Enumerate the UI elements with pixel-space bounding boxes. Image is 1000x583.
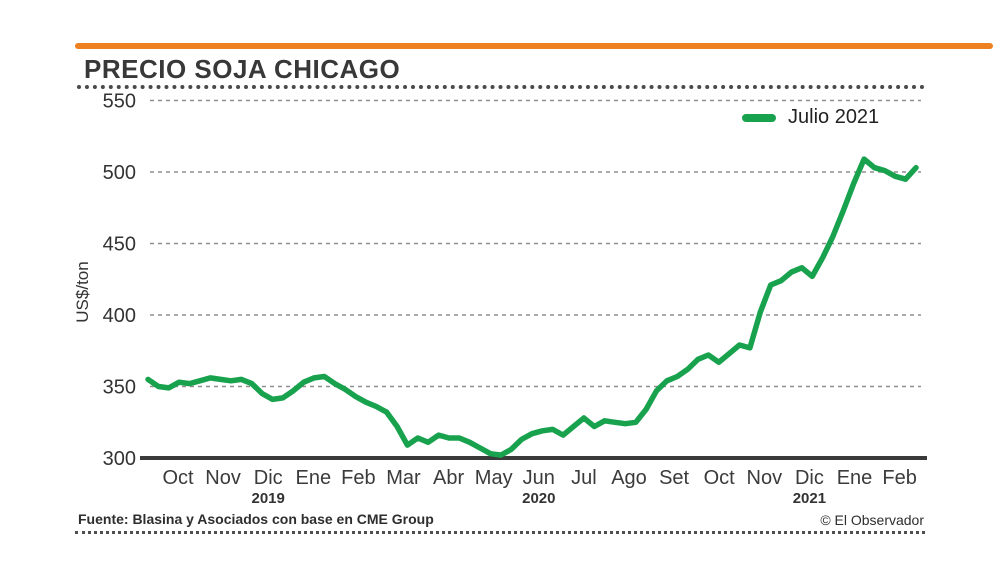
x-tick-label-feb: Feb: [341, 467, 375, 489]
title-dotted-rule: [77, 85, 925, 89]
x-tick-label-oct: Oct: [162, 467, 194, 489]
x-tick-label-abr: Abr: [433, 467, 464, 489]
x-tick-label-may: May: [475, 467, 513, 489]
legend-line-swatch: [742, 113, 776, 122]
chart-legend: Julio 2021: [742, 106, 879, 129]
x-tick-label-jul: Jul: [571, 467, 597, 489]
x-tick-label-dic: Dic: [795, 467, 824, 489]
x-tick-label-ene: Ene: [837, 467, 873, 489]
y-tick-label: 350: [103, 377, 136, 399]
x-year-label-2019: 2019: [252, 490, 285, 507]
y-axis-unit-label: US$/ton: [73, 261, 92, 322]
footer-dotted-rule: [75, 531, 925, 534]
x-tick-label-nov: Nov: [205, 467, 241, 489]
x-tick-label-ago: Ago: [611, 467, 647, 489]
y-tick-label: 550: [103, 91, 136, 113]
x-tick-label-ene: Ene: [296, 467, 332, 489]
x-year-label-2021: 2021: [793, 490, 826, 507]
x-tick-label-dic: Dic: [254, 467, 283, 489]
x-tick-label-set: Set: [659, 467, 689, 489]
y-tick-label: 300: [103, 448, 136, 470]
y-tick-label: 500: [103, 162, 136, 184]
y-tick-label: 450: [103, 234, 136, 256]
x-tick-label-nov: Nov: [747, 467, 783, 489]
credit-note: © El Observador: [820, 512, 924, 528]
x-tick-label-jun: Jun: [523, 467, 555, 489]
x-tick-label-oct: Oct: [704, 467, 736, 489]
legend-label: Julio 2021: [788, 106, 880, 128]
x-year-label-2020: 2020: [522, 490, 555, 507]
x-tick-label-feb: Feb: [882, 467, 916, 489]
accent-bar: [75, 43, 993, 49]
y-tick-label: 400: [103, 305, 136, 327]
page-title: PRECIO SOJA CHICAGO: [84, 54, 401, 84]
price-series-julio-2021: [145, 156, 919, 458]
source-note: Fuente: Blasina y Asociados con base en …: [78, 511, 434, 527]
x-tick-label-mar: Mar: [386, 467, 421, 489]
